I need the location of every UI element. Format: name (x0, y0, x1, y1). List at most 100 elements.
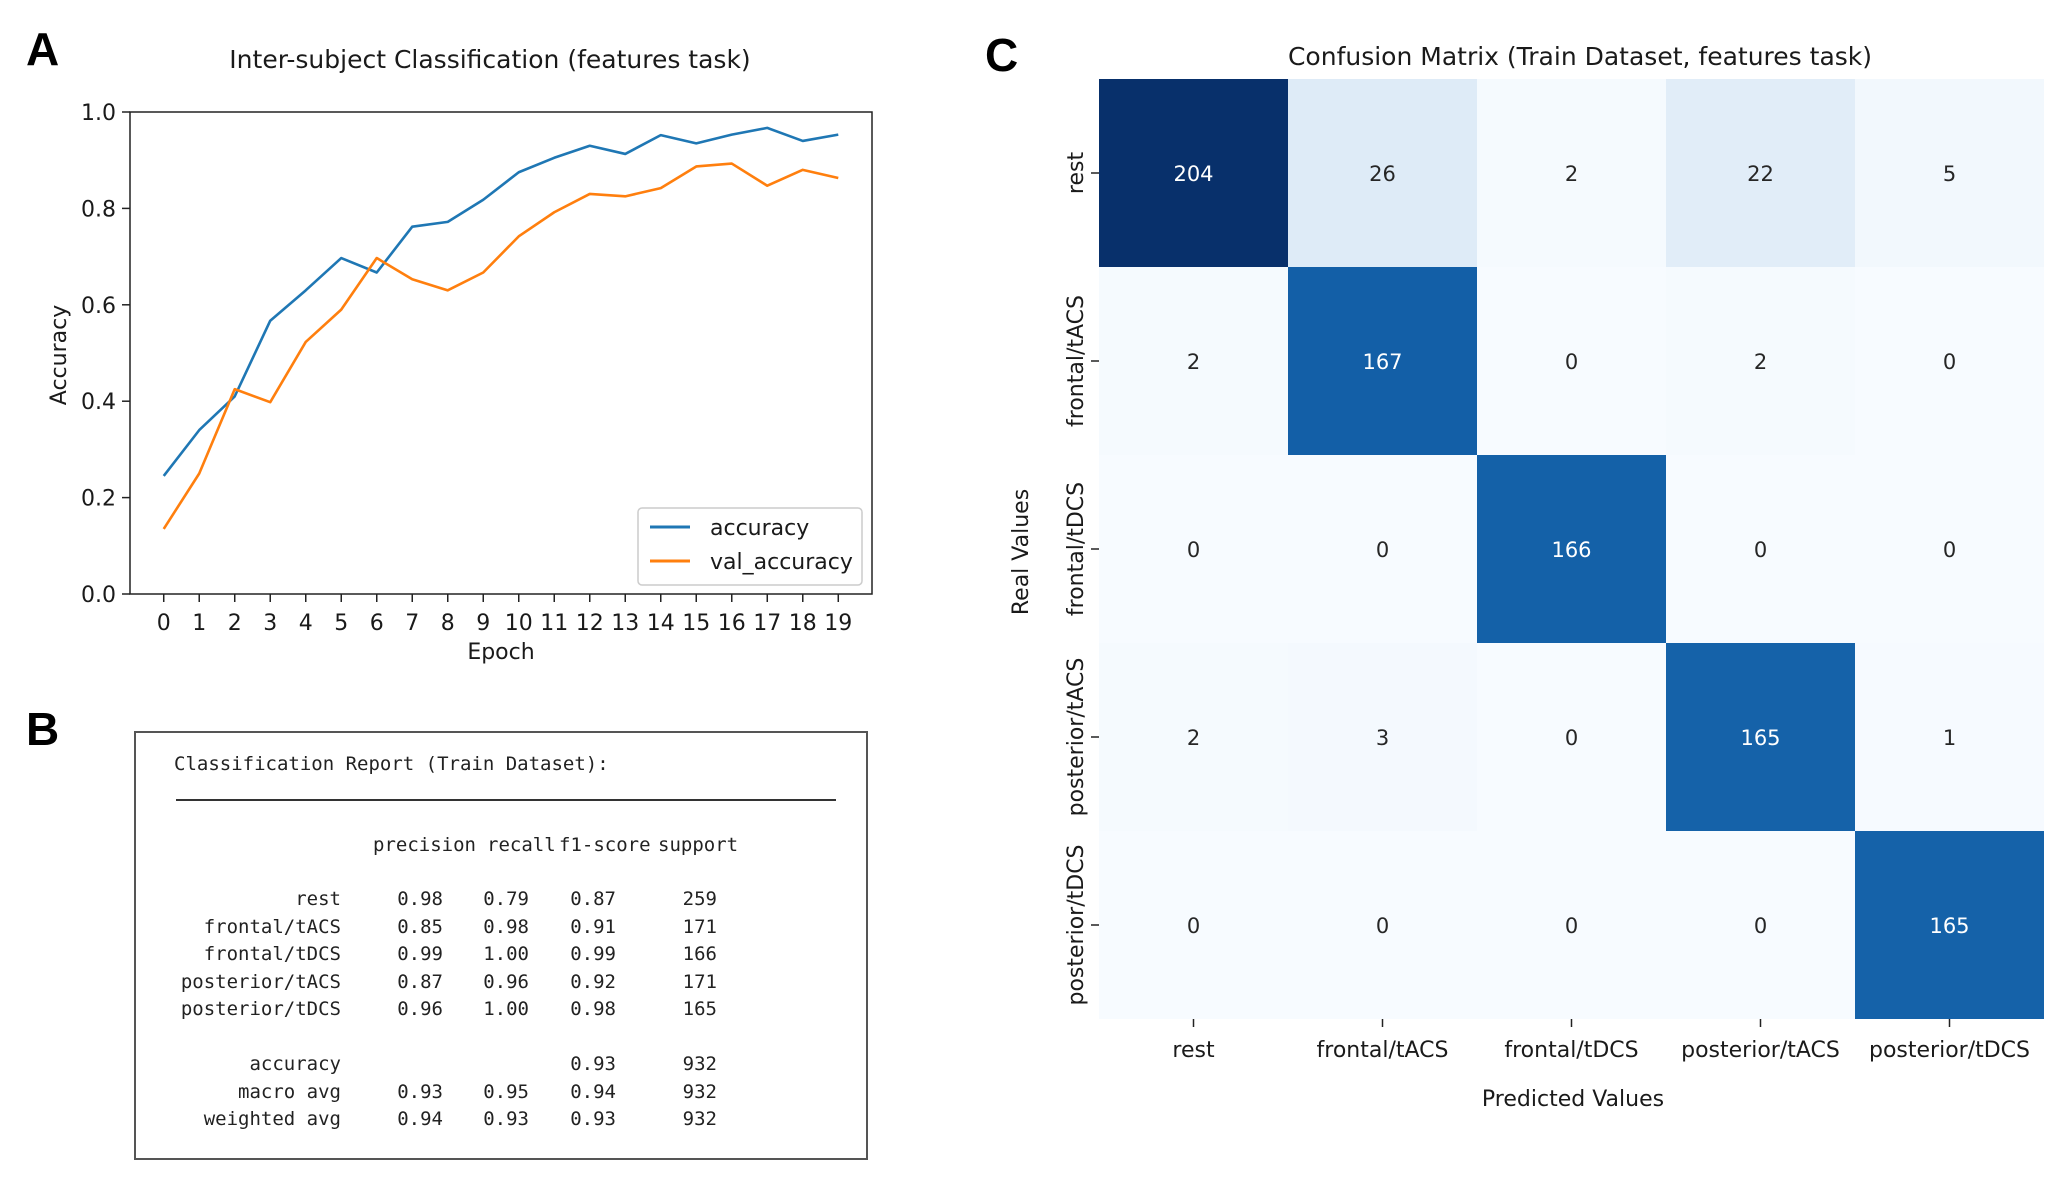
heatmap-cell (1288, 831, 1477, 1019)
heatmap-cell (1855, 831, 2044, 1019)
x-tick-label: 18 (789, 611, 817, 636)
report-row-label: frontal/tDCS (203, 943, 341, 965)
heatmap-cell-value: 5 (1943, 162, 1956, 186)
y-tick-label: posterior/tDCS (1064, 844, 1089, 1005)
report-value-cell: 0.87 (397, 970, 443, 993)
heatmap-cell (1477, 267, 1666, 455)
heatmap-cell (1099, 455, 1288, 643)
x-tick-label: 5 (334, 611, 348, 636)
report-value-cell: 0.87 (570, 888, 616, 910)
heatmap-cell-value: 165 (1929, 914, 1969, 938)
x-tick-label: 14 (647, 611, 675, 636)
report-value-cell: 171 (682, 970, 717, 993)
report-value-cell: 0.93 (570, 1053, 616, 1075)
x-tick-label: 6 (370, 611, 384, 636)
y-axis-label: Accuracy (47, 305, 72, 405)
x-tick-label: frontal/tACS (1317, 1038, 1449, 1063)
report-value-cell: 0.94 (397, 1108, 443, 1130)
heatmap-cell (1477, 643, 1666, 831)
report-header-cell: precision (373, 834, 476, 856)
report-header-cell: f1-score (559, 834, 651, 856)
report-row-label: frontal/tACS (203, 915, 341, 938)
report-divider (176, 799, 836, 801)
heatmap-cell-value: 3 (1376, 726, 1389, 750)
y-tick-label: 0.0 (81, 583, 116, 608)
accuracy-line-chart: Inter-subject Classification (features t… (47, 45, 873, 665)
report-value-cell: 0.98 (570, 998, 616, 1020)
report-value-cell: 166 (682, 943, 717, 965)
heatmap-cell (1666, 643, 1855, 831)
x-tick-label: 11 (540, 611, 568, 636)
heatmap-cell (1099, 267, 1288, 455)
y-tick-label: 0.8 (81, 197, 116, 222)
chart-legend: accuracy val_accuracy (637, 507, 863, 586)
report-value-cell: 0.99 (397, 943, 443, 965)
heatmap-cell-value: 0 (1565, 726, 1578, 750)
y-tick-label: 0.4 (81, 390, 116, 415)
y-tick-label: 1.0 (81, 101, 116, 126)
report-value-cell: 171 (682, 915, 717, 938)
heatmap-cell (1477, 79, 1666, 267)
x-tick-label: posterior/tDCS (1869, 1038, 2030, 1063)
heatmap-cell-value: 1 (1943, 726, 1956, 750)
heatmap-cell-value: 204 (1173, 162, 1213, 186)
x-tick-label: 16 (718, 611, 746, 636)
heatmap-cell-value: 2 (1187, 350, 1200, 374)
heatmap-cell-value: 2 (1565, 162, 1578, 186)
y-tick-label: frontal/tACS (1064, 295, 1089, 427)
y-tick-label: 0.6 (81, 294, 116, 319)
heatmap-cell-value: 22 (1747, 162, 1774, 186)
heatmap-cell (1666, 831, 1855, 1019)
report-value-cell: 0.79 (483, 888, 529, 910)
heatmap-cell-value: 0 (1376, 538, 1389, 562)
report-row-label: posterior/tDCS (180, 998, 341, 1020)
report-row-label: rest (295, 888, 341, 910)
report-value-cell: 932 (682, 1108, 717, 1130)
report-value-cell: 0.98 (397, 888, 443, 910)
report-value-cell: 0.98 (483, 915, 529, 938)
report-row-label: posterior/tACS (180, 970, 341, 993)
x-tick-label: 4 (299, 611, 313, 636)
x-tick-label: 2 (228, 611, 242, 636)
report-value-cell: 1.00 (483, 998, 529, 1020)
x-tick-label: 3 (263, 611, 277, 636)
legend-label-val-accuracy: val_accuracy (710, 550, 853, 575)
panel-label-a: A (26, 23, 60, 75)
heatmap-cell-value: 0 (1943, 350, 1956, 374)
heatmap-cell-value: 166 (1551, 538, 1591, 562)
x-tick-label: 7 (405, 611, 419, 636)
report-value-cell: 0.93 (483, 1108, 529, 1130)
series-line-accuracy (162, 126, 839, 477)
heatmap-cell (1855, 79, 2044, 267)
x-tick-label: 13 (611, 611, 639, 636)
heatmap-cell-value: 0 (1187, 914, 1200, 938)
report-title: Classification Report (Train Dataset): (174, 753, 609, 775)
x-tick-label: 0 (157, 611, 171, 636)
heatmap-cell-value: 0 (1754, 914, 1767, 938)
y-tick-label: frontal/tDCS (1064, 482, 1089, 616)
x-tick-label: posterior/tACS (1681, 1038, 1840, 1063)
confusion-matrix-heatmap: Confusion Matrix (Train Dataset, feature… (1009, 42, 2044, 1112)
x-axis-label: Predicted Values (1482, 1087, 1664, 1112)
heatmap-cell-value: 2 (1187, 726, 1200, 750)
report-value-cell: 0.93 (570, 1108, 616, 1130)
y-tick-label: 0.2 (81, 487, 116, 512)
heatmap-cell (1477, 455, 1666, 643)
heatmap-cell (1666, 79, 1855, 267)
chart-title: Inter-subject Classification (features t… (229, 45, 750, 74)
heatmap-cell-value: 0 (1565, 914, 1578, 938)
report-value-cell: 0.96 (483, 970, 529, 993)
x-tick-label: 17 (753, 611, 781, 636)
heatmap-cell (1666, 267, 1855, 455)
report-value-cell: 259 (682, 888, 717, 910)
x-tick-label: 15 (682, 611, 710, 636)
x-tick-label: 8 (441, 611, 455, 636)
report-value-cell: 1.00 (483, 943, 529, 965)
report-value-cell: 0.95 (483, 1080, 529, 1103)
report-value-cell: 932 (682, 1080, 717, 1103)
report-value-cell: 0.96 (397, 998, 443, 1020)
heatmap-cell (1855, 455, 2044, 643)
heatmap-title: Confusion Matrix (Train Dataset, feature… (1288, 42, 1872, 71)
heatmap-cell (1099, 831, 1288, 1019)
heatmap-cell (1855, 267, 2044, 455)
